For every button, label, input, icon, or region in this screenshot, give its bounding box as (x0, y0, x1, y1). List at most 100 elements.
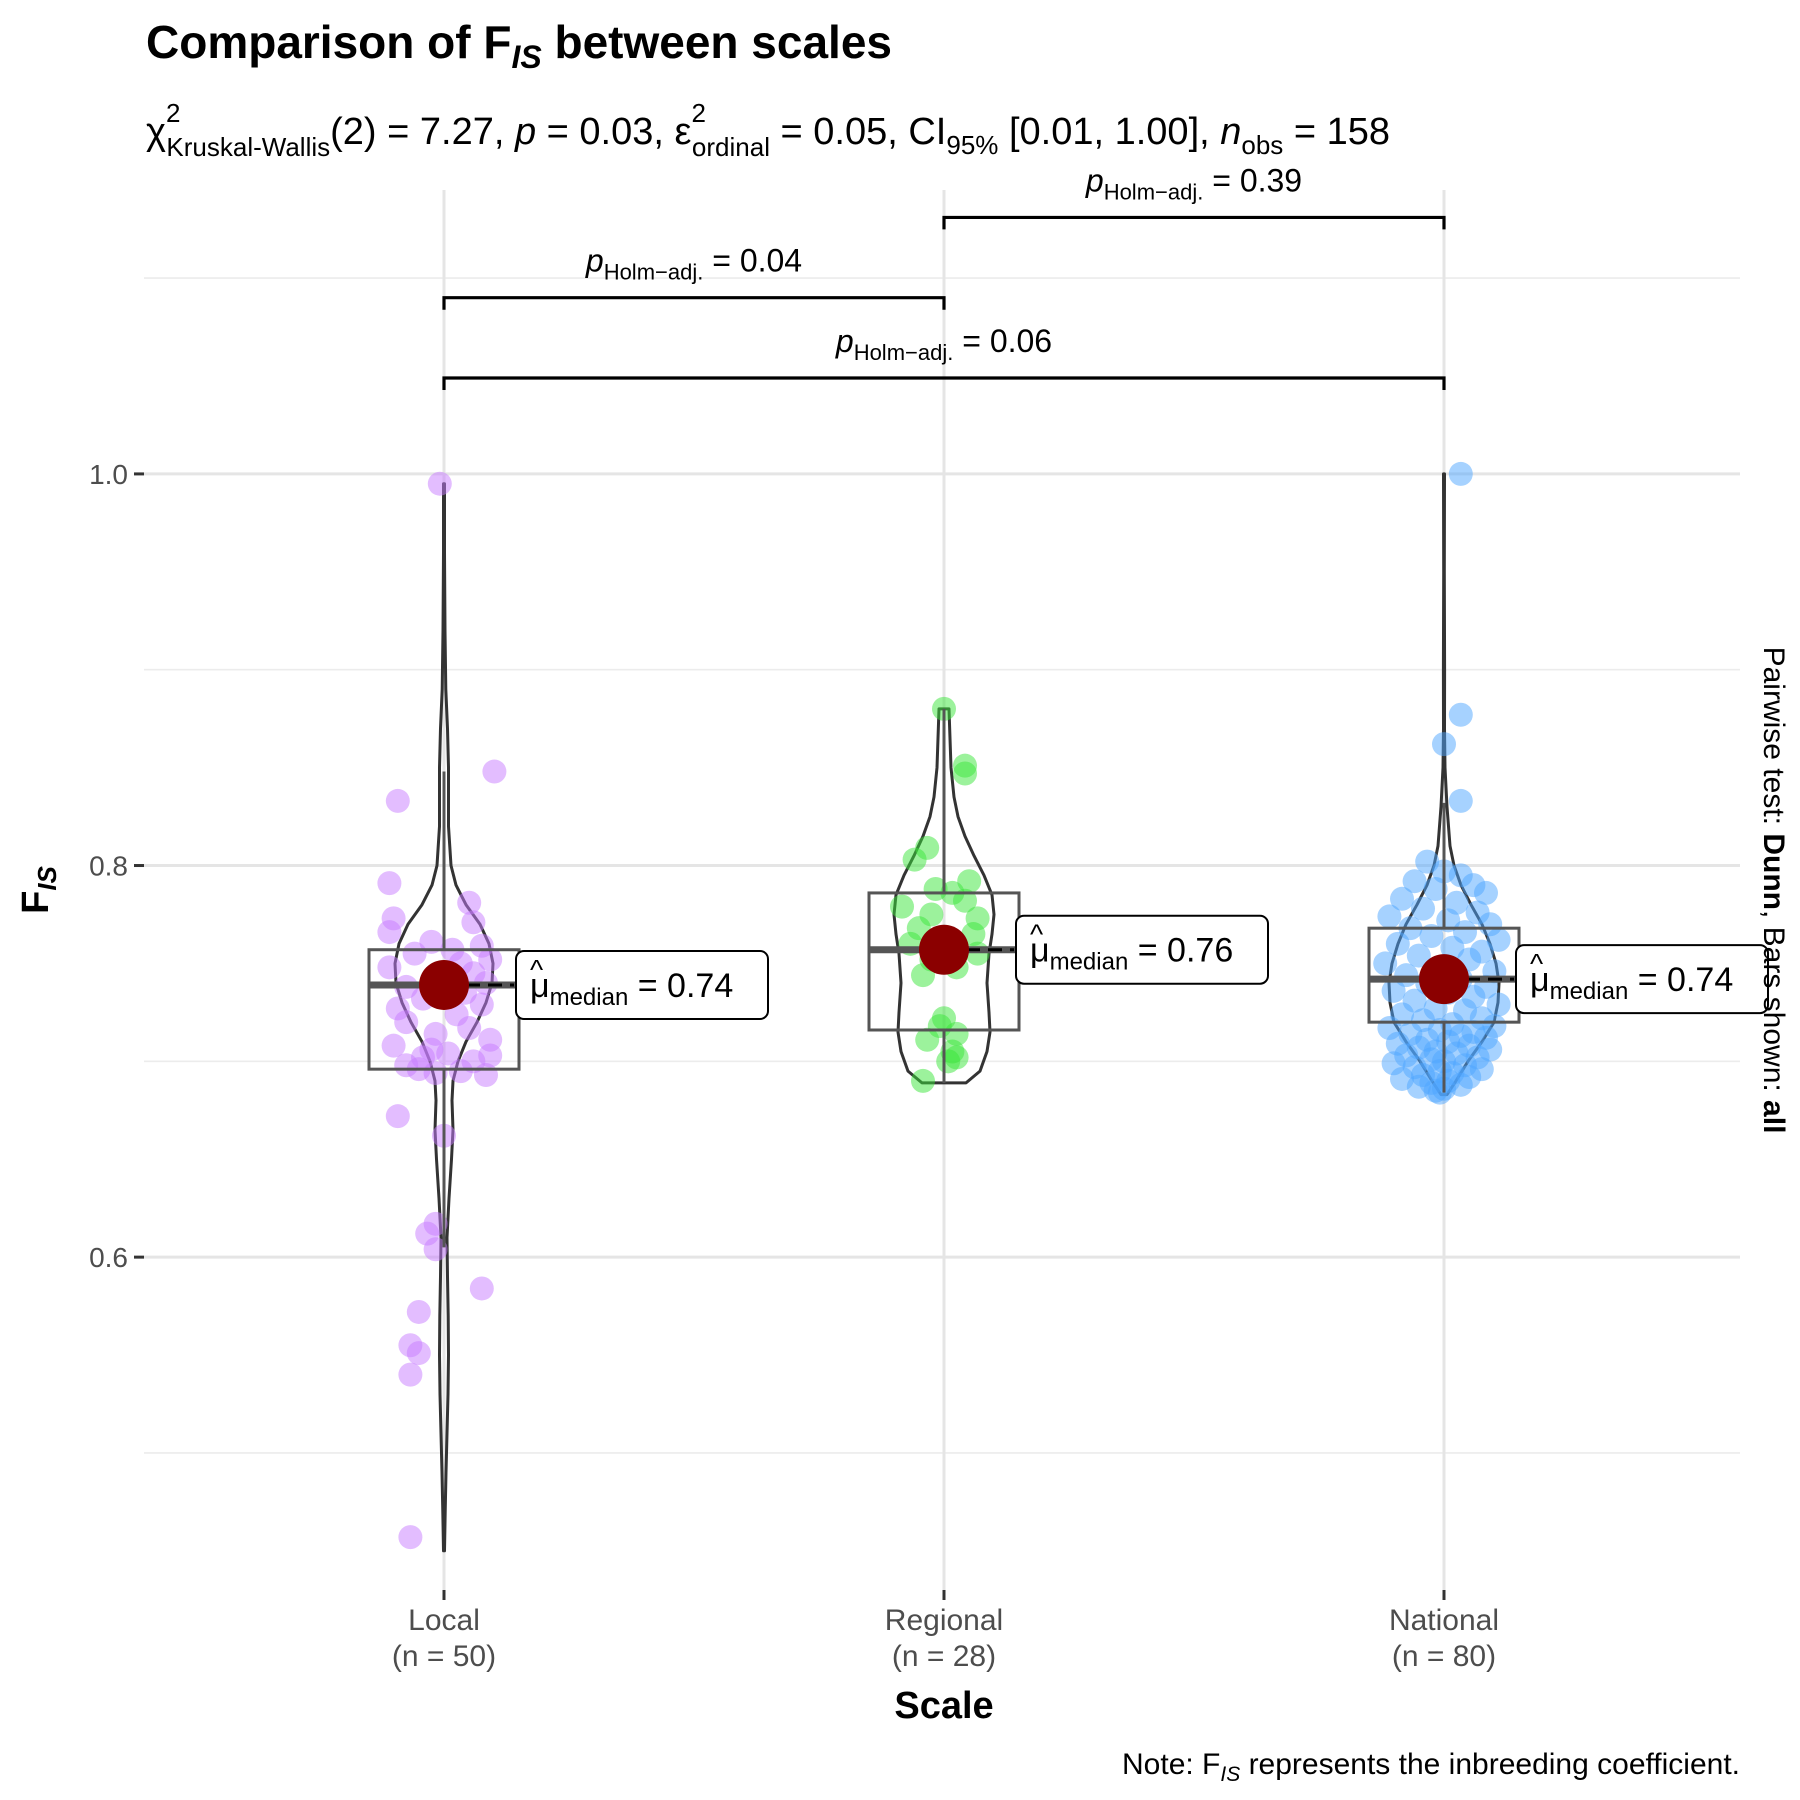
data-point-local (381, 1033, 406, 1058)
data-point-national (1373, 951, 1398, 976)
data-point-national (1385, 931, 1410, 956)
chi-subscript: Kruskal-Wallis (166, 132, 330, 162)
data-point-local (478, 947, 503, 972)
x-tick-count: (n = 28) (892, 1640, 996, 1673)
median-subscript: median (1550, 978, 1629, 1005)
mu-hat: ^ (1030, 919, 1043, 950)
median-point-local (419, 959, 469, 1010)
p-subscript: Holm−adj. (1104, 179, 1204, 204)
p-subscript: Holm−adj. (854, 340, 954, 365)
x-axis-title: Scale (894, 1685, 993, 1727)
median-point-national (1419, 954, 1469, 1005)
median-point-regional (919, 924, 969, 975)
chi-superscript: 2 (166, 98, 180, 128)
note-caption: Note: FIS represents the inbreeding coef… (1122, 1748, 1740, 1786)
median-label-text: μmedian = 0.74 (1530, 961, 1733, 1005)
epsilon-superscript: 2 (691, 98, 705, 128)
n-value: = 158 (1283, 111, 1390, 153)
data-point-local (402, 941, 427, 966)
data-point-national (1419, 924, 1444, 949)
data-point-local (385, 788, 410, 813)
epsilon-subscript: ordinal (692, 132, 770, 162)
comparison-label: pHolm−adj. = 0.39 (1085, 162, 1302, 204)
median-subscript: median (550, 984, 629, 1011)
data-point-regional (902, 847, 927, 872)
caption-text: , Bars shown: (1757, 910, 1790, 1100)
data-point-local (457, 890, 482, 915)
ci-subscript: 95% (946, 130, 998, 160)
data-point-local (398, 1525, 423, 1550)
data-point-national (1381, 978, 1406, 1003)
mu-hat: ^ (1530, 948, 1543, 979)
data-point-regional (936, 1049, 961, 1074)
title-text-end: between scales (542, 16, 892, 68)
caption-bars: all (1757, 1100, 1790, 1133)
chi-symbol: χ (146, 111, 166, 153)
epsilon-value: = 0.05, CI (770, 111, 946, 153)
data-point-local (398, 1362, 423, 1387)
y-tick-label: 0.8 (89, 851, 128, 882)
p-symbol: p (585, 243, 604, 279)
data-point-local (423, 1237, 448, 1262)
comparison-label: pHolm−adj. = 0.04 (585, 243, 802, 285)
median-subscript: median (1050, 949, 1129, 976)
x-tick-label: National (1389, 1604, 1499, 1637)
comparison-label: pHolm−adj. = 0.06 (835, 323, 1052, 365)
data-point-regional (915, 1027, 940, 1052)
data-point-regional (911, 1068, 935, 1093)
p-value: = 0.04 (703, 243, 802, 279)
p-value: = 0.39 (1203, 162, 1302, 198)
median-value: = 0.74 (1628, 961, 1733, 999)
data-point-regional (953, 761, 977, 786)
data-point-local (469, 992, 494, 1017)
right-caption: Pairwise test: Dunn, Bars shown: all (1757, 647, 1790, 1134)
data-point-national (1486, 992, 1511, 1017)
mu-symbol: μ (1530, 961, 1550, 999)
y-tick-label: 0.6 (89, 1242, 128, 1273)
data-point-local (406, 1341, 431, 1366)
p-symbol: p (514, 111, 536, 153)
data-point-local (377, 920, 402, 945)
y-axis-title: FIS (15, 865, 62, 913)
epsilon-symbol: ε (675, 111, 692, 153)
median-layer: μmedian = 0.74^ μmedian = 0.76^μmedian = … (419, 914, 1769, 1020)
y-tick-label: 1.0 (89, 459, 128, 490)
data-point-national (1411, 896, 1435, 921)
median-value: = 0.76 (1128, 932, 1233, 970)
data-point-local (448, 1059, 473, 1084)
mu-symbol: μ (530, 967, 550, 1005)
note-subscript: IS (1220, 1763, 1240, 1786)
median-label-box (1015, 914, 1269, 985)
chart-subtitle: χ2 Kruskal-Wallis(2) = 7.27, p = 0.03, ε2… (146, 98, 1390, 162)
data-point-local (461, 910, 486, 935)
median-label-box (515, 949, 769, 1020)
data-point-local (482, 759, 507, 784)
caption-test: Dunn (1757, 833, 1790, 910)
data-point-regional (965, 941, 990, 966)
p-value: = 0.06 (953, 323, 1052, 359)
chart-title: Comparison of FIS between scales (146, 16, 892, 75)
p-symbol: p (835, 323, 854, 359)
data-point-regional (953, 888, 977, 913)
note-text-end: represents the inbreeding coefficient. (1240, 1748, 1740, 1781)
y-axis-title-main: F (15, 891, 57, 914)
x-tick-count: (n = 50) (392, 1640, 496, 1673)
data-point-national (1406, 943, 1431, 968)
title-subscript: IS (511, 39, 542, 75)
data-point-local (394, 1010, 419, 1035)
data-point-national (1448, 702, 1473, 727)
comparison-bracket (442, 376, 1446, 390)
data-point-local (377, 955, 402, 980)
n-subscript: obs (1241, 130, 1283, 160)
x-tick-label: Local (408, 1604, 480, 1637)
axis-layer: 0.6 0.8 1.0 Local(n = 50) Regional(n = 28) Na… (89, 459, 1499, 1673)
data-point-local (385, 1104, 410, 1129)
data-point-national (1423, 877, 1448, 902)
data-point-local (474, 1063, 498, 1088)
caption-text: Pairwise test: (1757, 647, 1790, 834)
data-point-regional (961, 922, 986, 947)
data-point-local (419, 929, 444, 954)
